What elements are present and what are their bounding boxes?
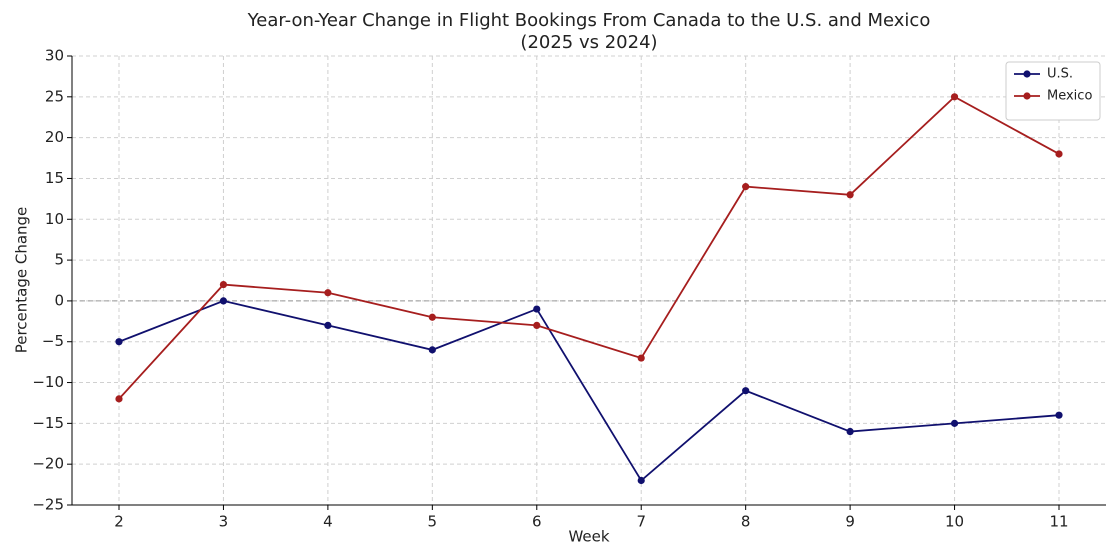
legend-label: U.S. — [1047, 67, 1073, 82]
data-point — [1055, 150, 1063, 158]
x-tick-label: 5 — [428, 513, 438, 531]
y-tick-label: 25 — [45, 87, 64, 105]
data-point — [950, 419, 959, 427]
y-axis-label: Percentage Change — [13, 207, 31, 354]
y-tick-label: 5 — [54, 251, 64, 269]
y-tick-label: 10 — [45, 210, 64, 228]
data-point — [846, 427, 854, 436]
y-tick-label: 30 — [45, 47, 64, 65]
chart-title: Year-on-Year Change in Flight Bookings F… — [247, 10, 931, 31]
data-point — [1055, 411, 1063, 419]
x-tick-label: 2 — [114, 513, 124, 531]
data-point — [115, 395, 123, 403]
x-tick-label: 4 — [323, 513, 333, 531]
x-tick-label: 8 — [741, 513, 751, 531]
x-tick-label: 11 — [1049, 513, 1068, 531]
legend-marker — [1023, 70, 1031, 78]
series-line — [118, 299, 1060, 482]
data-point — [846, 191, 854, 199]
x-tick-label: 7 — [636, 513, 646, 531]
data-point — [742, 387, 750, 395]
y-tick-label: 15 — [45, 169, 64, 187]
legend-marker — [1023, 92, 1031, 100]
data-point — [742, 183, 750, 191]
y-tick-label: −15 — [32, 414, 64, 432]
data-point — [637, 476, 645, 485]
y-tick-label: 20 — [45, 128, 64, 146]
data-point — [428, 313, 436, 321]
y-tick-label: 0 — [54, 291, 64, 309]
data-point — [533, 321, 541, 329]
series-line — [118, 95, 1060, 400]
x-axis-label: Week — [568, 528, 609, 546]
data-point — [219, 280, 228, 289]
data-point — [950, 93, 959, 101]
legend-label: Mexico — [1047, 89, 1092, 104]
x-tick-label: 9 — [845, 513, 855, 531]
y-tick-label: −10 — [32, 373, 64, 391]
y-tick-label: −5 — [42, 332, 64, 350]
data-point — [324, 289, 332, 297]
x-tick-label: 6 — [532, 513, 542, 531]
legend: U.S. Mexico — [1005, 61, 1101, 121]
data-point — [115, 338, 123, 346]
y-tick-label: −25 — [32, 496, 64, 514]
data-point — [533, 305, 541, 313]
x-tick-label: 10 — [945, 513, 964, 531]
data-point — [219, 297, 228, 305]
data-point — [637, 354, 645, 362]
chart-title: (2025 vs 2024) — [520, 32, 657, 53]
data-point — [324, 321, 332, 329]
y-tick-label: −20 — [32, 455, 64, 473]
data-point — [428, 346, 436, 354]
x-tick-label: 3 — [219, 513, 229, 531]
